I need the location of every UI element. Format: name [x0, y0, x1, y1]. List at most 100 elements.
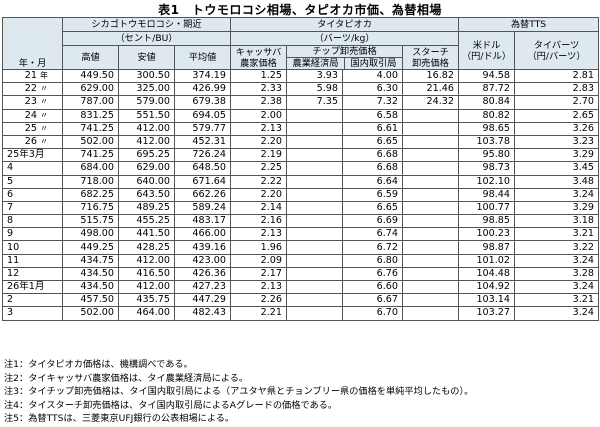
cell-chip-dom: 4.00	[342, 68, 403, 84]
table-row: 26年1月 434.50 412.00 427.23 2.13 6.60 104.92 3.2…	[2, 279, 600, 295]
cell-usd: 100.23	[458, 227, 516, 242]
table-row: 22 〃 629.00 325.00 426.99 2.33 5.98 6.30 21.46 87…	[2, 82, 600, 97]
cell-baht: 3.18	[514, 214, 600, 229]
cell-cassava: 2.00	[230, 108, 287, 123]
cell-low: 551.50	[118, 108, 175, 123]
cell-chip-ag	[286, 214, 343, 229]
note-1: 注1：タイタピオカ価格は、機構調べである。	[4, 359, 193, 370]
cell-baht: 3.24	[514, 306, 600, 321]
table-row: 10 449.25 428.25 439.16 1.96 6.72 98.87 3.22	[2, 240, 600, 255]
cell-usd: 98.85	[458, 214, 516, 229]
starch-header-line1: スターチ	[412, 46, 449, 58]
cell-cassava: 2.13	[230, 227, 287, 242]
table-row: 2 457.50 435.75 447.29 2.26 6.67 103.14 3.21	[2, 293, 600, 308]
cell-starch	[401, 187, 460, 202]
usd-header-line1: 米ドル	[472, 39, 501, 51]
cell-usd: 87.72	[458, 82, 516, 97]
cell-chip-dom: 6.67	[342, 293, 403, 308]
chip-group-label: チップ卸売価格	[287, 47, 402, 58]
cell-low: 489.25	[118, 200, 175, 216]
cell-baht: 3.22	[514, 240, 600, 255]
period-year: 26	[24, 136, 37, 148]
table-row: 5 718.00 640.00 671.64 2.22 6.64 102.10 3.48	[2, 174, 600, 189]
cell-chip-ag	[286, 200, 343, 216]
period-cell: 4	[2, 161, 63, 176]
period-cell: 24 〃	[2, 108, 63, 123]
baht-header-line1: タイバーツ	[533, 39, 580, 51]
table-row: 11 434.75 412.00 423.00 2.09 6.80 101.02 3.24	[2, 253, 600, 268]
cell-low: 464.00	[118, 306, 175, 321]
cell-low: 412.00	[118, 134, 175, 150]
period-year: 23	[24, 96, 37, 108]
cell-avg: 726.24	[174, 148, 231, 163]
period-suffix: 〃	[40, 97, 48, 107]
cell-chip-ag	[286, 134, 343, 150]
cell-baht: 2.83	[514, 82, 600, 97]
cell-high: 787.00	[62, 95, 119, 110]
period-header-label: 年・月	[18, 58, 47, 69]
table-row: 8 515.75 455.25 483.17 2.16 6.69 98.85 3.18	[2, 214, 600, 229]
cell-chip-ag	[286, 240, 343, 255]
period-cell: 5	[2, 174, 63, 189]
cell-chip-ag	[286, 306, 343, 321]
cell-baht: 3.29	[514, 200, 600, 216]
corn-group-label: シカゴトウモロコシ・期近	[91, 19, 202, 30]
cell-high: 502.00	[62, 134, 119, 150]
cell-chip-ag	[286, 266, 343, 282]
corn-group-header: シカゴトウモロコシ・期近	[62, 17, 231, 32]
cell-high: 741.25	[62, 148, 119, 163]
cell-chip-dom: 6.69	[342, 214, 403, 229]
cell-cassava: 2.26	[230, 293, 287, 308]
cell-low: 640.00	[118, 174, 175, 189]
corn-high-label: 高値	[81, 52, 100, 63]
cell-avg: 589.24	[174, 200, 231, 216]
cell-starch	[401, 161, 460, 176]
cell-cassava: 2.14	[230, 200, 287, 216]
cell-avg: 679.38	[174, 95, 231, 110]
cell-starch	[401, 306, 460, 321]
corn-high-header: 高値	[62, 45, 119, 70]
cell-chip-dom: 6.60	[342, 279, 403, 295]
starch-header: スターチ 卸売価格	[401, 45, 460, 70]
cell-avg: 694.05	[174, 108, 231, 123]
table-row: 12 434.50 416.50 426.36 2.17 6.76 104.48 3.28	[2, 266, 600, 282]
note-4: 注4：タイスターチ卸売価格は、タイ国内取引局によるAグレードの価格である。	[4, 399, 338, 411]
cell-high: 831.25	[62, 108, 119, 123]
cell-cassava: 2.13	[230, 121, 287, 136]
cell-avg: 427.23	[174, 279, 231, 295]
cell-high: 434.75	[62, 253, 119, 268]
cell-starch	[401, 227, 460, 242]
cell-usd: 104.92	[458, 279, 516, 295]
period-cell: 7	[2, 200, 63, 216]
cell-low: 579.00	[118, 95, 175, 110]
cell-baht: 2.70	[514, 95, 600, 110]
period-cell: 22 〃	[2, 82, 63, 97]
cell-baht: 3.26	[514, 121, 600, 136]
table-row: 3 502.00 464.00 482.43 2.21 6.70 103.27 3.24	[2, 306, 600, 321]
period-cell: 3	[2, 306, 63, 321]
tapioca-unit-label: （バーツ/kg）	[314, 33, 375, 44]
cell-cassava: 2.25	[230, 161, 287, 176]
cell-high: 498.00	[62, 227, 119, 242]
cell-chip-ag	[286, 148, 343, 163]
cell-cassava: 2.38	[230, 95, 287, 110]
corn-unit-header: （セント/BU）	[62, 31, 231, 46]
cell-cassava: 2.22	[230, 174, 287, 189]
cell-low: 455.25	[118, 214, 175, 229]
cell-usd: 98.65	[458, 121, 516, 136]
tapioca-group-header: タイタピオカ	[229, 17, 460, 32]
cell-chip-ag: 3.93	[286, 68, 343, 84]
cell-baht: 3.23	[514, 134, 600, 150]
table-row: 26 〃 502.00 412.00 452.31 2.20 6.65 103.78 3.23	[2, 134, 600, 150]
cell-starch: 16.82	[401, 68, 460, 84]
cell-baht: 3.48	[514, 174, 600, 189]
cell-cassava: 1.25	[230, 68, 287, 84]
cell-starch	[401, 108, 460, 123]
cell-high: 434.50	[62, 279, 119, 295]
cell-low: 412.00	[118, 253, 175, 268]
cell-usd: 103.27	[458, 306, 516, 321]
cell-usd: 103.14	[458, 293, 516, 308]
corn-avg-header: 平均値	[174, 45, 231, 70]
cell-low: 416.50	[118, 266, 175, 282]
period-suffix: 〃	[40, 137, 48, 147]
